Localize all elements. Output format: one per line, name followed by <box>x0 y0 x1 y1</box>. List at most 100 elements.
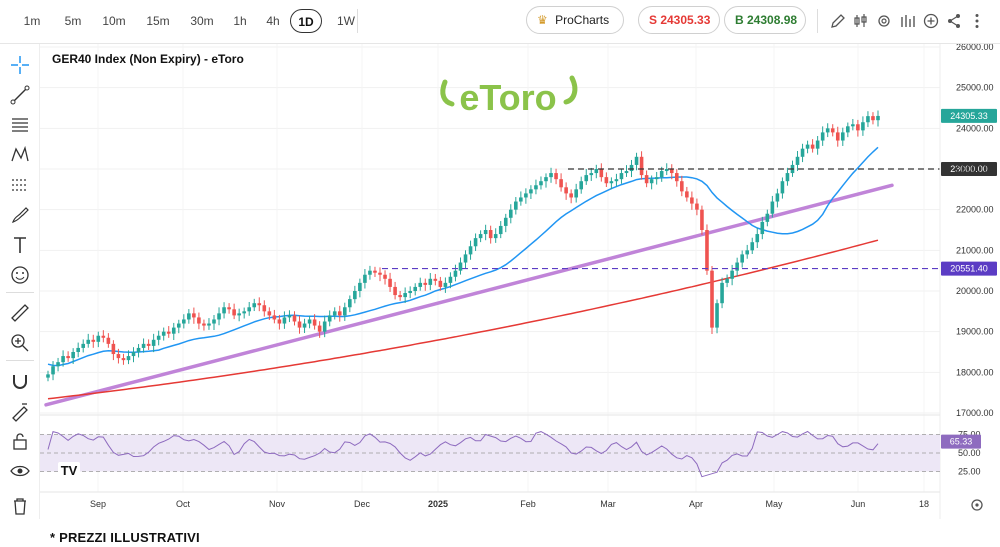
candle-body <box>710 270 714 328</box>
timeframe-5m[interactable]: 5m <box>64 14 82 28</box>
candle-body <box>866 116 870 123</box>
candle-body <box>851 124 855 127</box>
timeframe-1W[interactable]: 1W <box>337 14 355 28</box>
candles-icon[interactable] <box>852 12 870 30</box>
candle-body <box>197 317 201 324</box>
candle-body <box>559 179 563 188</box>
candle-body <box>327 315 332 322</box>
candle-body <box>750 242 755 251</box>
candle-body <box>212 319 216 324</box>
candle-body <box>232 309 236 316</box>
candle-body <box>146 343 151 346</box>
timeframe-30m[interactable]: 30m <box>190 14 214 28</box>
time-tick: Oct <box>176 499 191 509</box>
candle-body <box>725 278 729 283</box>
candle-body <box>680 181 684 192</box>
level-label-low: 20551.40 <box>950 264 988 274</box>
level-tag-high <box>941 162 997 176</box>
buy-price: B 24308.98 <box>735 13 798 27</box>
chart-area[interactable]: eToro GER40 Index (Non Expiry) - eToro 2… <box>40 42 1000 519</box>
candle-body <box>654 177 659 180</box>
trendline-icon[interactable] <box>9 84 31 106</box>
crosshair-icon[interactable] <box>9 54 31 76</box>
candle-body <box>302 323 307 328</box>
price-tick: 21000.00 <box>956 245 994 255</box>
candle-body <box>574 189 578 198</box>
settings-icon[interactable] <box>875 12 893 30</box>
timeframe-1m[interactable]: 1m <box>23 14 41 28</box>
zoom-icon[interactable] <box>9 332 31 354</box>
candle-body <box>478 234 483 239</box>
tradingview-logo: TV <box>58 462 80 478</box>
candle-body <box>599 169 604 178</box>
candle-body <box>332 311 337 316</box>
time-tick: Jun <box>851 499 866 509</box>
timeframe-4h[interactable]: 4h <box>266 14 280 28</box>
candle-body <box>262 305 267 312</box>
candle-body <box>700 209 704 230</box>
crown-icon: ♛ <box>537 13 548 27</box>
procharts-button[interactable]: ♛ ProCharts <box>526 6 624 34</box>
timeframe-1h[interactable]: 1h <box>233 14 247 28</box>
candle-body <box>56 362 60 367</box>
share-icon[interactable] <box>945 12 963 30</box>
lock-drawing-icon[interactable] <box>9 400 31 422</box>
candle-body <box>514 201 518 210</box>
candle-body <box>498 225 503 235</box>
candle-body <box>166 331 171 334</box>
magnet-icon[interactable] <box>9 370 31 392</box>
indicators-icon[interactable] <box>899 12 917 30</box>
toolbar-divider <box>6 360 34 361</box>
candle-body <box>413 286 418 291</box>
candle-body <box>111 343 116 355</box>
pattern-icon[interactable] <box>9 144 31 166</box>
rsi-line <box>47 430 879 478</box>
time-tick: Sep <box>90 499 106 509</box>
price-tick: 24000.00 <box>956 123 994 133</box>
fib-icon[interactable] <box>9 114 31 136</box>
lock-icon[interactable] <box>9 430 31 452</box>
timeframe-10m[interactable]: 10m <box>102 14 126 28</box>
sell-button[interactable]: S 24305.33 <box>638 6 720 34</box>
candle-body <box>488 230 493 239</box>
emoji-icon[interactable] <box>9 264 31 286</box>
trash-icon[interactable] <box>9 494 31 516</box>
add-icon[interactable] <box>922 12 940 30</box>
pencil-icon[interactable] <box>829 12 847 30</box>
brush-icon[interactable] <box>9 204 31 226</box>
candle-body <box>141 343 146 348</box>
candle-body <box>438 280 443 287</box>
candle-body <box>383 274 387 279</box>
candle-body <box>297 321 302 328</box>
candle-body <box>393 286 397 296</box>
ruler-icon[interactable] <box>9 302 31 324</box>
candle-body <box>312 319 317 326</box>
settings-gear-icon[interactable] <box>971 499 983 511</box>
candle-body <box>237 313 241 316</box>
candle-body <box>277 319 282 324</box>
price-chart[interactable]: eToro GER40 Index (Non Expiry) - eToro 2… <box>40 42 1000 519</box>
candle-body <box>685 191 689 198</box>
candle-body <box>267 311 272 316</box>
timeframe-15m[interactable]: 15m <box>146 14 170 28</box>
channel-icon[interactable] <box>9 174 31 196</box>
timeframe-1D[interactable]: 1D <box>290 9 322 33</box>
text-icon[interactable] <box>9 234 31 256</box>
candle-body <box>835 132 840 141</box>
candle-body <box>468 246 473 255</box>
more-icon[interactable] <box>968 12 986 30</box>
candle-body <box>161 331 166 336</box>
level-tag-low <box>941 261 997 276</box>
candle-body <box>483 230 488 235</box>
candle-body <box>91 339 96 342</box>
buy-button[interactable]: B 24308.98 <box>724 6 806 34</box>
candle-body <box>433 278 438 281</box>
disclaimer: * PREZZI ILLUSTRATIVI <box>50 530 200 545</box>
candle-body <box>795 156 800 165</box>
rsi-value-tag <box>941 434 981 449</box>
candle-body <box>639 156 644 176</box>
time-tick: Apr <box>689 499 703 509</box>
candle-body <box>398 295 402 298</box>
eye-icon[interactable] <box>9 460 31 482</box>
candle-body <box>403 293 407 298</box>
